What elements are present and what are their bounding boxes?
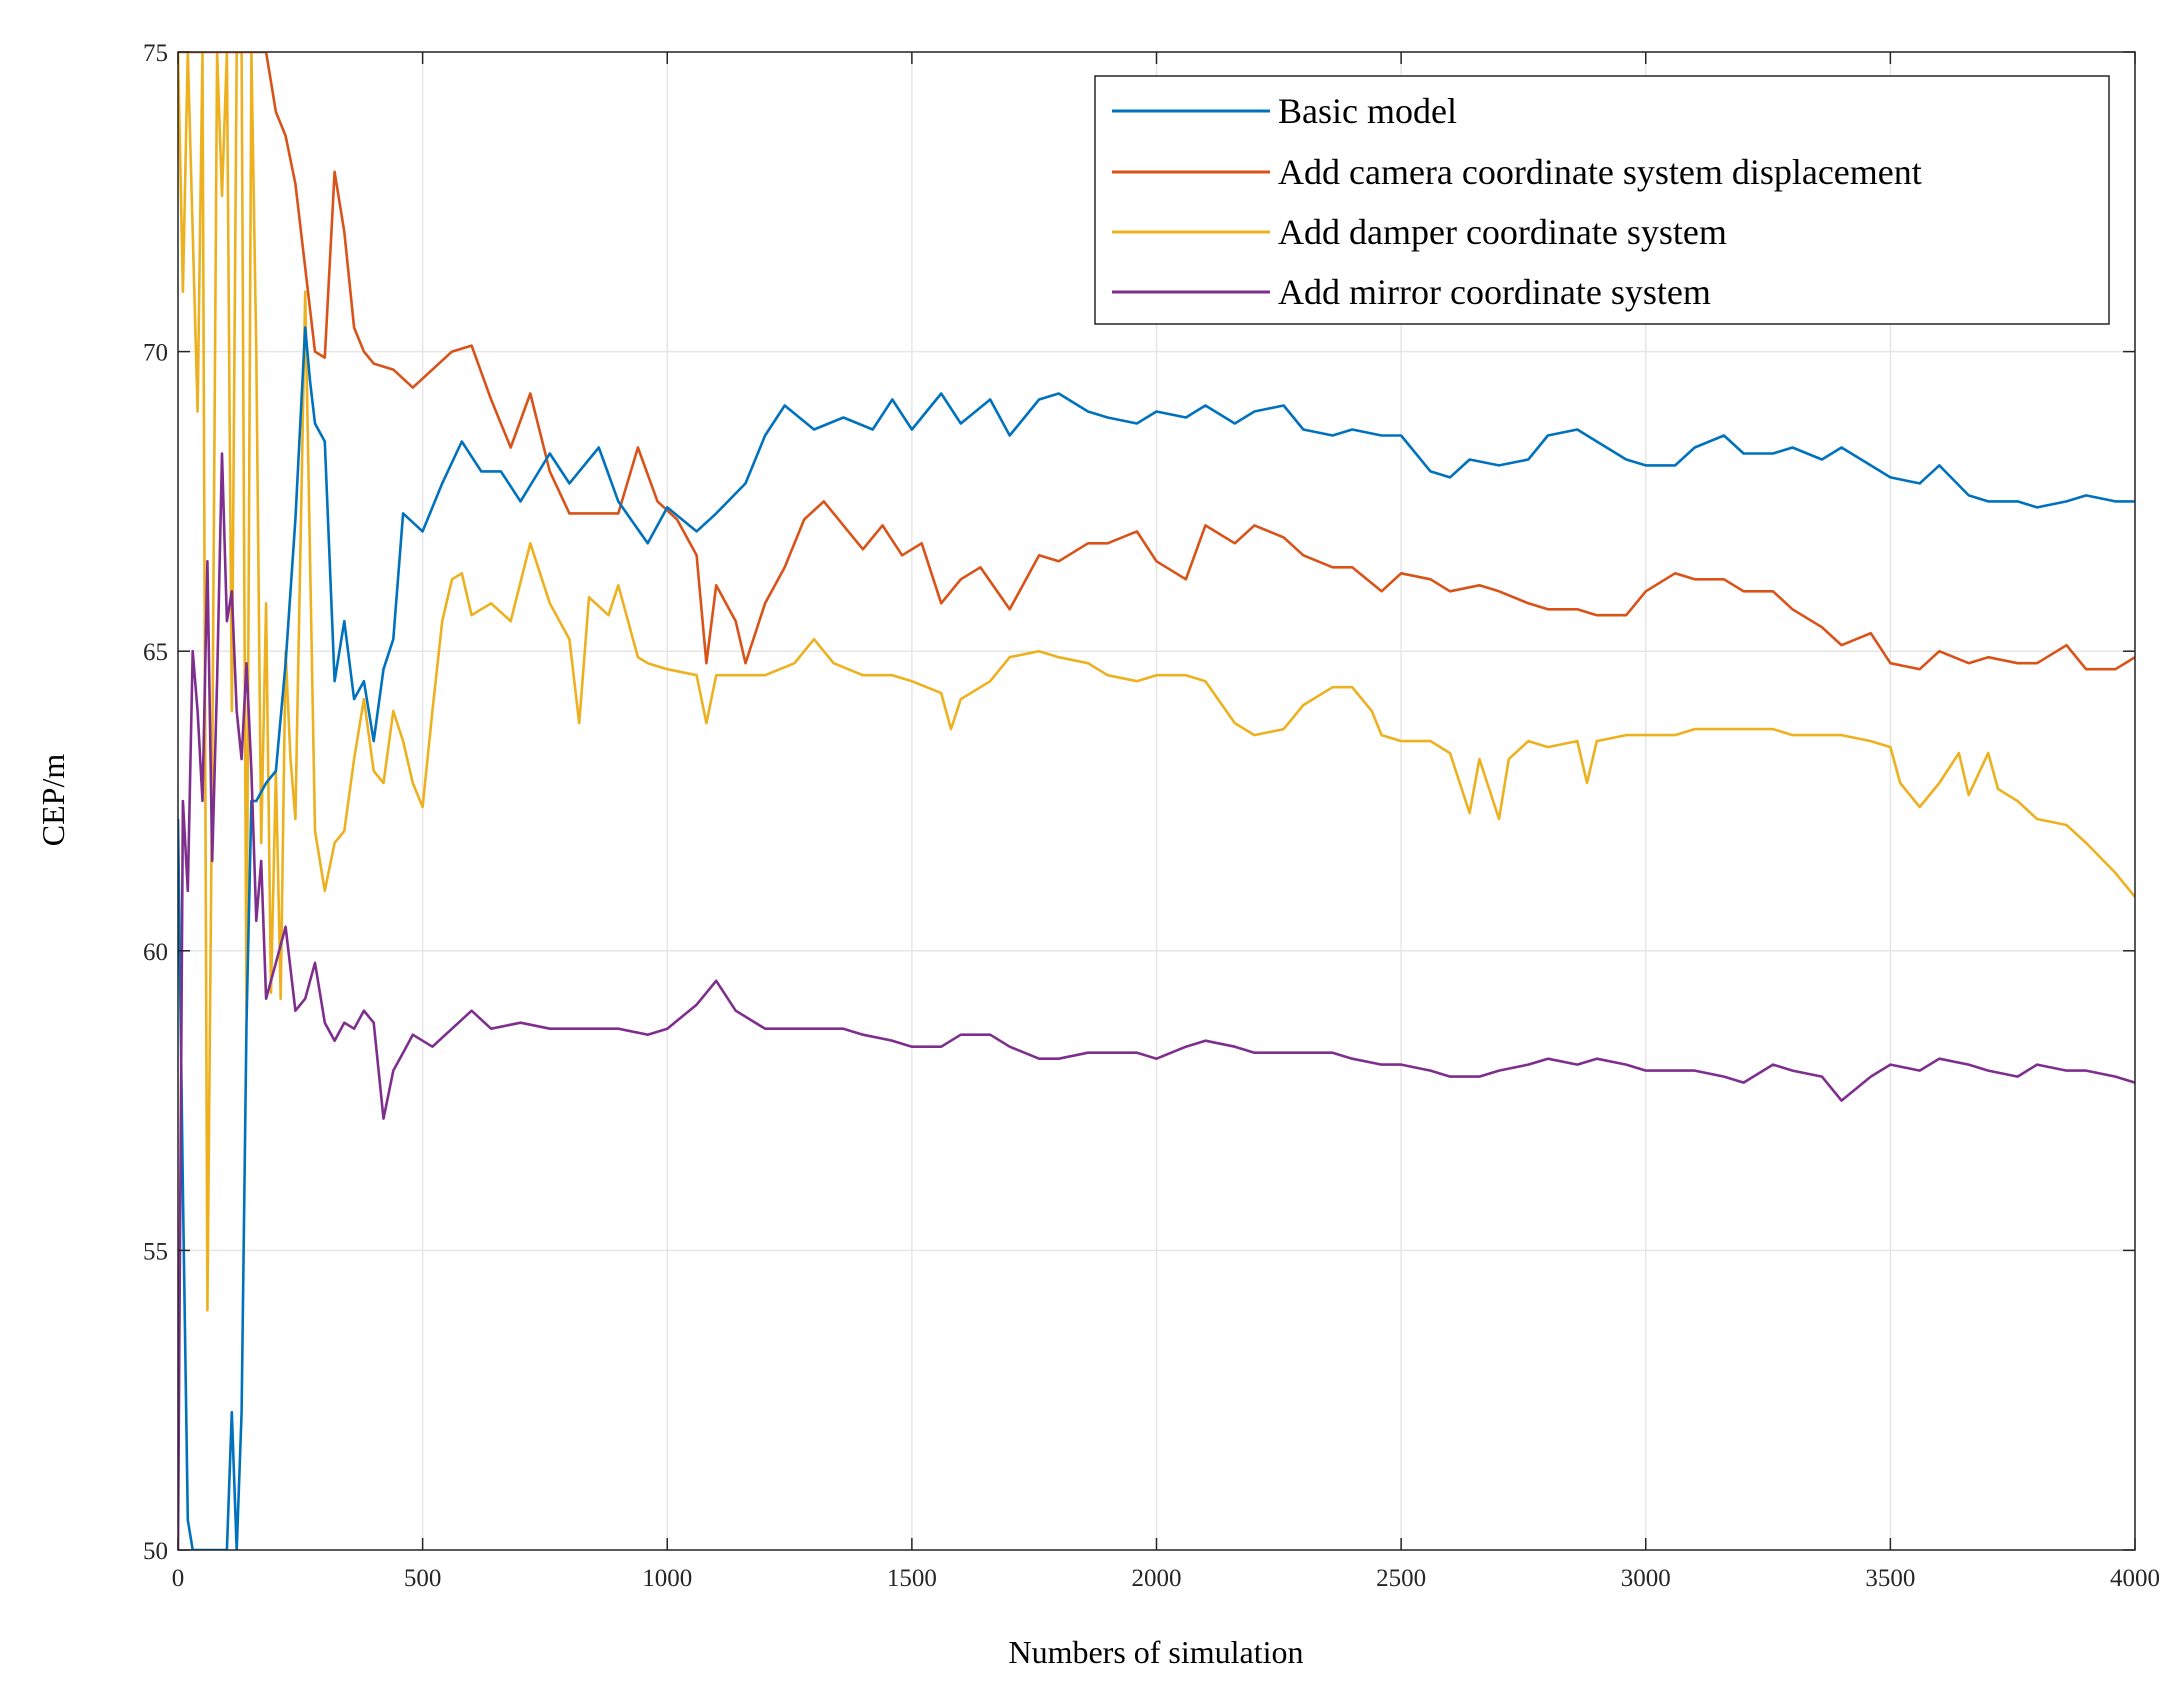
legend-label-basic-model: Basic model (1278, 91, 1457, 131)
x-tick-label: 2500 (1376, 1565, 1426, 1592)
x-tick-label: 1500 (887, 1565, 937, 1592)
y-tick-label: 70 (143, 340, 168, 367)
x-tick-label: 3500 (1865, 1565, 1915, 1592)
series-group (178, 52, 2135, 1550)
legend-label-damper: Add damper coordinate system (1278, 212, 1727, 252)
legend-label-mirror: Add mirror coordinate system (1278, 272, 1711, 312)
x-axis-label: Numbers of simulation (1008, 1634, 1303, 1670)
series-line-add-damper-coordinate-system (178, 52, 2135, 1312)
x-tick-label: 4000 (2110, 1565, 2160, 1592)
legend-label-camera-displacement: Add camera coordinate system displacemen… (1278, 152, 1922, 192)
legend-box (1094, 75, 2110, 325)
y-tick-label: 65 (143, 639, 168, 666)
x-tick-label: 2000 (1132, 1565, 1182, 1592)
series-line-add-mirror-coordinate-system (178, 452, 2135, 1550)
x-tick-label: 1000 (642, 1565, 692, 1592)
y-tick-label: 50 (143, 1538, 168, 1565)
ticks: 0 500 1000 1500 2000 2500 3000 3500 4000 50 55 60 65… (143, 40, 2160, 1592)
series-line-add-camera-coordinate-system-displacement (178, 52, 2135, 671)
y-tick-label: 75 (143, 40, 168, 67)
y-axis-label: CEP/m (35, 754, 71, 847)
series-line-basic-model (178, 326, 2135, 1550)
x-tick-label: 0 (172, 1565, 185, 1592)
y-tick-label: 60 (143, 939, 168, 966)
y-tick-label: 55 (143, 1238, 168, 1265)
x-tick-label: 500 (404, 1565, 442, 1592)
legend: Basic model Add camera coordinate system… (1094, 75, 2110, 325)
x-tick-label: 3000 (1621, 1565, 1671, 1592)
